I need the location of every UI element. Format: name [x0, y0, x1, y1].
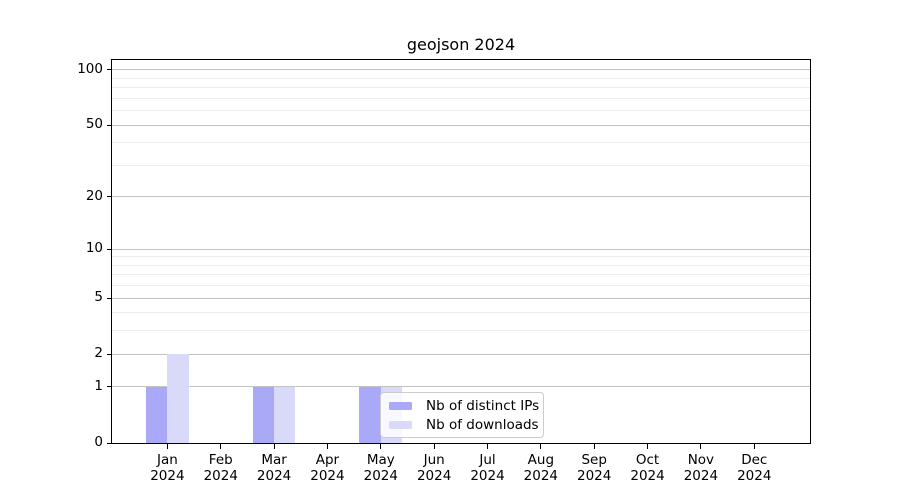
gridline-major — [112, 297, 810, 299]
y-tick-label: 5 — [94, 289, 103, 306]
bar-downloads — [274, 386, 296, 443]
x-tick-month: Jan — [156, 452, 178, 468]
gridline-minor — [112, 264, 810, 266]
x-tick-year: 2024 — [470, 468, 505, 484]
x-tick-label: Sep 2024 — [549, 452, 639, 484]
y-tick-mark — [107, 248, 112, 250]
bar-downloads — [167, 354, 189, 443]
x-tick-month: Sep — [581, 452, 607, 468]
x-tick-mark — [380, 444, 382, 449]
gridline-minor — [112, 285, 810, 287]
x-tick-mark — [433, 444, 435, 449]
x-tick-mark — [540, 444, 542, 449]
chart-title: geojson 2024 — [406, 35, 516, 54]
x-tick-mark — [220, 444, 222, 449]
legend-swatch-icon — [389, 401, 412, 410]
gridline-minor — [112, 110, 810, 112]
x-tick-label: Apr 2024 — [282, 452, 372, 484]
plot-area — [111, 59, 811, 444]
y-tick-label: 100 — [77, 60, 103, 77]
x-tick-month: Dec — [741, 452, 768, 468]
x-tick-year: 2024 — [630, 468, 665, 484]
legend-row: Nb of distinct IPs — [381, 396, 543, 415]
gridline-major — [112, 386, 810, 388]
bar-distinct-ips — [146, 386, 168, 443]
x-tick-month: Aug — [527, 452, 555, 468]
x-tick-month: Jul — [479, 452, 496, 468]
x-tick-mark — [273, 444, 275, 449]
x-tick-year: 2024 — [310, 468, 345, 484]
x-tick-label: Oct 2024 — [603, 452, 693, 484]
x-tick-mark — [700, 444, 702, 449]
x-tick-mark — [487, 444, 488, 449]
legend-swatch-icon — [389, 420, 412, 429]
y-tick-mark — [107, 386, 112, 388]
x-tick-label: Feb 2024 — [176, 452, 266, 484]
gridline-minor — [112, 312, 810, 314]
x-tick-month: Feb — [208, 452, 233, 468]
x-tick-mark — [326, 444, 328, 449]
x-tick-month: Jun — [423, 452, 445, 468]
y-tick-mark — [107, 196, 112, 198]
x-tick-month: May — [366, 452, 395, 468]
x-tick-label: Mar 2024 — [229, 452, 319, 484]
x-tick-year: 2024 — [256, 468, 292, 484]
x-tick-year: 2024 — [150, 468, 185, 484]
gridline-minor — [112, 87, 810, 89]
y-tick-mark — [107, 442, 112, 444]
bar-distinct-ips — [359, 386, 381, 443]
x-tick-label: Nov 2024 — [656, 452, 746, 484]
x-tick-label: Jun 2024 — [389, 452, 479, 484]
gridline-minor — [112, 142, 810, 144]
y-tick-mark — [107, 69, 112, 71]
gridline-major — [112, 353, 810, 355]
y-tick-label: 20 — [85, 187, 103, 204]
gridline-minor — [112, 97, 810, 99]
x-tick-label: Jan 2024 — [122, 452, 212, 484]
x-tick-month: Apr — [315, 452, 340, 468]
gridline-minor — [112, 77, 810, 79]
y-tick-label: 2 — [94, 345, 103, 362]
x-tick-label: Dec 2024 — [709, 452, 799, 484]
x-tick-label: May 2024 — [336, 452, 426, 484]
gridline-major — [112, 196, 810, 198]
gridline-minor — [112, 274, 810, 276]
x-tick-mark — [647, 444, 649, 449]
x-tick-mark — [753, 444, 755, 449]
x-tick-year: 2024 — [737, 468, 772, 484]
gridline-minor — [112, 256, 810, 258]
x-tick-mark — [166, 444, 168, 449]
x-tick-mark — [593, 444, 595, 449]
legend-label: Nb of distinct IPs — [426, 397, 540, 414]
bar-distinct-ips — [252, 386, 275, 443]
legend-label: Nb of downloads — [426, 416, 539, 433]
x-tick-label: Jul 2024 — [443, 452, 533, 484]
gridline-major — [112, 248, 810, 250]
y-tick-mark — [107, 297, 112, 299]
x-tick-year: 2024 — [203, 468, 238, 484]
x-tick-month: Nov — [687, 452, 715, 468]
gridline-major — [112, 69, 810, 71]
y-tick-label: 10 — [85, 240, 103, 257]
gridline-minor — [112, 164, 810, 166]
x-tick-label: Aug 2024 — [496, 452, 586, 484]
legend-row: Nb of downloads — [381, 415, 543, 434]
x-tick-year: 2024 — [416, 468, 452, 484]
y-tick-label: 50 — [85, 116, 103, 133]
gridline-major — [112, 124, 810, 126]
x-tick-month: Mar — [261, 452, 287, 468]
y-tick-mark — [107, 353, 112, 355]
legend: Nb of distinct IPs Nb of downloads — [380, 392, 544, 438]
x-tick-year: 2024 — [577, 468, 612, 484]
x-tick-year: 2024 — [363, 468, 398, 484]
gridline-minor — [112, 330, 810, 332]
x-tick-year: 2024 — [523, 468, 559, 484]
x-tick-month: Oct — [635, 452, 660, 468]
y-tick-label: 1 — [94, 377, 103, 394]
y-tick-label: 0 — [94, 434, 103, 450]
y-tick-mark — [107, 124, 112, 126]
x-tick-year: 2024 — [683, 468, 719, 484]
